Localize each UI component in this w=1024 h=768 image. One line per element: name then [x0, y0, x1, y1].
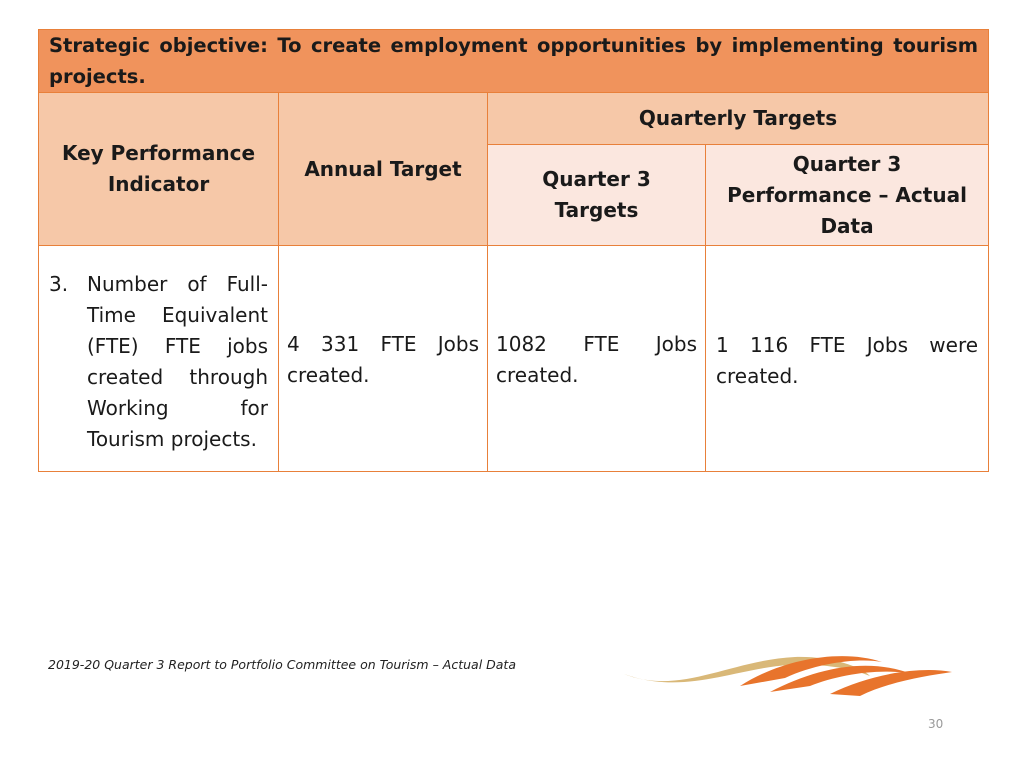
q3-performance-header: Quarter 3 Performance – Actual Data	[704, 144, 990, 246]
annual-target-value: 4 331 FTE Jobs created.	[287, 331, 479, 387]
annual-target-cell: 4 331 FTE Jobs created.	[278, 245, 488, 472]
footer-note: 2019-20 Quarter 3 Report to Portfolio Co…	[48, 657, 516, 672]
objective-row: Strategic objective: To create employmen…	[37, 29, 990, 93]
header-row-2: Quarter 3 Targets Quarter 3 Performance …	[39, 144, 990, 246]
list-item: 3. Number of Full-Time Equivalent (FTE) …	[39, 263, 278, 455]
swoosh-logo-icon	[624, 656, 952, 696]
q3-targets-label: Quarter 3 Targets	[542, 167, 651, 222]
kpi-indicator-text: Number of Full-Time Equivalent (FTE) FTE…	[87, 271, 268, 451]
quarterly-targets-header: Quarterly Targets	[486, 92, 990, 145]
kpi-header: Key Performance Indicator	[38, 92, 279, 246]
page-number: 30	[928, 717, 944, 731]
header-row-1: Key Performance Indicator Annual Target …	[38, 92, 990, 246]
annual-target-header: Annual Target	[278, 92, 488, 246]
kpi-number: 3.	[49, 271, 69, 296]
strategic-objective: Strategic objective: To create employmen…	[37, 29, 990, 93]
kpi-cell: 3. Number of Full-Time Equivalent (FTE) …	[38, 245, 279, 472]
q3-target-cell: 1082 FTE Jobs created.	[487, 245, 706, 472]
kpi-header-label: Key Performance Indicator	[61, 141, 256, 196]
q3-targets-header: Quarter 3 Targets	[487, 144, 706, 246]
q3-actual-cell: 1 116 FTE Jobs were created.	[704, 245, 990, 472]
q3-performance-label: Quarter 3 Performance – Actual Data	[727, 151, 967, 238]
table-row: 3. Number of Full-Time Equivalent (FTE) …	[38, 245, 990, 472]
q3-target-value: 1082 FTE Jobs created.	[496, 331, 697, 387]
kpi-table: Strategic objective: To create employmen…	[37, 29, 990, 472]
q3-actual-value: 1 116 FTE Jobs were created.	[716, 332, 979, 388]
